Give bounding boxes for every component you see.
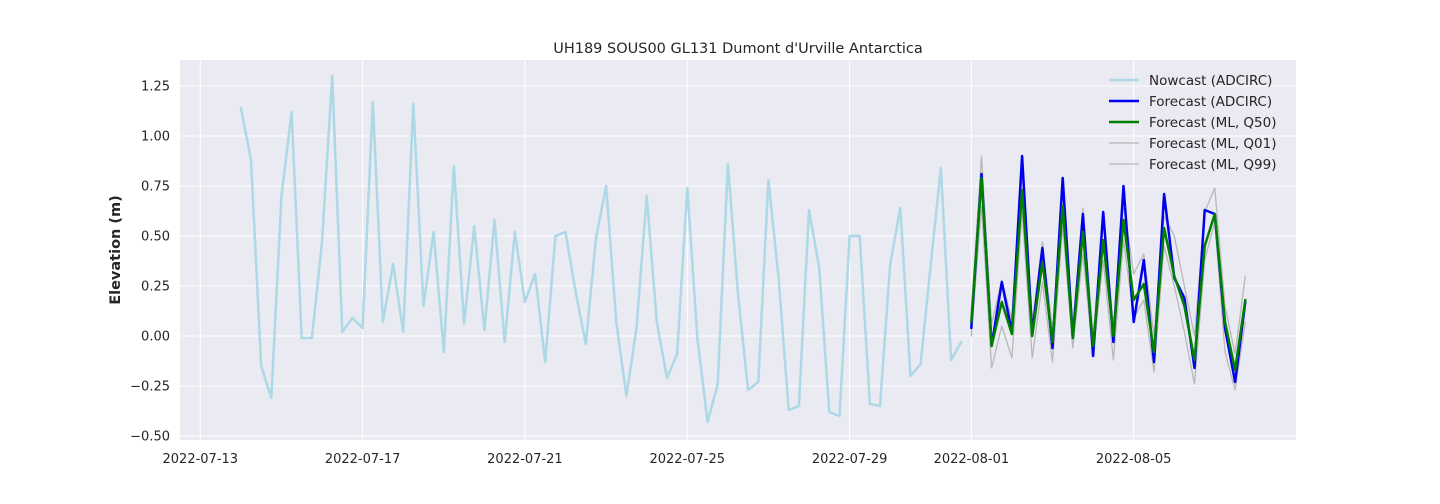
axes: 1.25 1.00 0.75 0.50 0.25 0.00 −0.25 −0.50 2022-0… xyxy=(130,80,1171,468)
x-tick-label: 2022-07-17 xyxy=(325,452,401,467)
x-tick-label: 2022-08-01 xyxy=(934,452,1010,467)
x-tick-label: 2022-07-21 xyxy=(487,452,563,467)
grid xyxy=(180,60,1296,440)
x-tick-label: 2022-07-25 xyxy=(649,452,725,467)
legend-entry: Forecast (ADCIRC) xyxy=(1149,94,1272,110)
chart-title: UH189 SOUS00 GL131 Dumont d'Urville Anta… xyxy=(553,41,923,57)
x-tick-label: 2022-07-13 xyxy=(163,452,239,467)
series-line-4 xyxy=(970,205,1246,391)
y-tick-label: −0.50 xyxy=(130,430,170,445)
y-tick-label: 0.00 xyxy=(141,330,170,345)
legend-entry: Nowcast (ADCIRC) xyxy=(1149,73,1272,89)
series-line-3 xyxy=(970,176,1247,372)
x-tick-label: 2022-08-05 xyxy=(1096,452,1172,467)
y-tick-label: 1.25 xyxy=(141,80,170,95)
y-tick-label: 1.00 xyxy=(141,130,170,145)
y-axis-label: Elevation (m) xyxy=(108,195,124,305)
y-tick-label: 0.75 xyxy=(141,180,170,195)
y-tick-label: −0.25 xyxy=(130,380,170,395)
x-tick-label: 2022-07-29 xyxy=(812,452,888,467)
legend-entry: Forecast (ML, Q50) xyxy=(1149,115,1277,131)
y-tick-label: 0.50 xyxy=(141,230,170,245)
series-line-1 xyxy=(239,74,963,424)
legend-entry: Forecast (ML, Q99) xyxy=(1149,157,1277,173)
legend: Nowcast (ADCIRC) Forecast (ADCIRC) Forecas… xyxy=(1109,73,1277,173)
legend-entry: Forecast (ML, Q01) xyxy=(1149,136,1277,152)
y-tick-label: 0.25 xyxy=(141,280,170,295)
series-lines xyxy=(239,74,1247,424)
